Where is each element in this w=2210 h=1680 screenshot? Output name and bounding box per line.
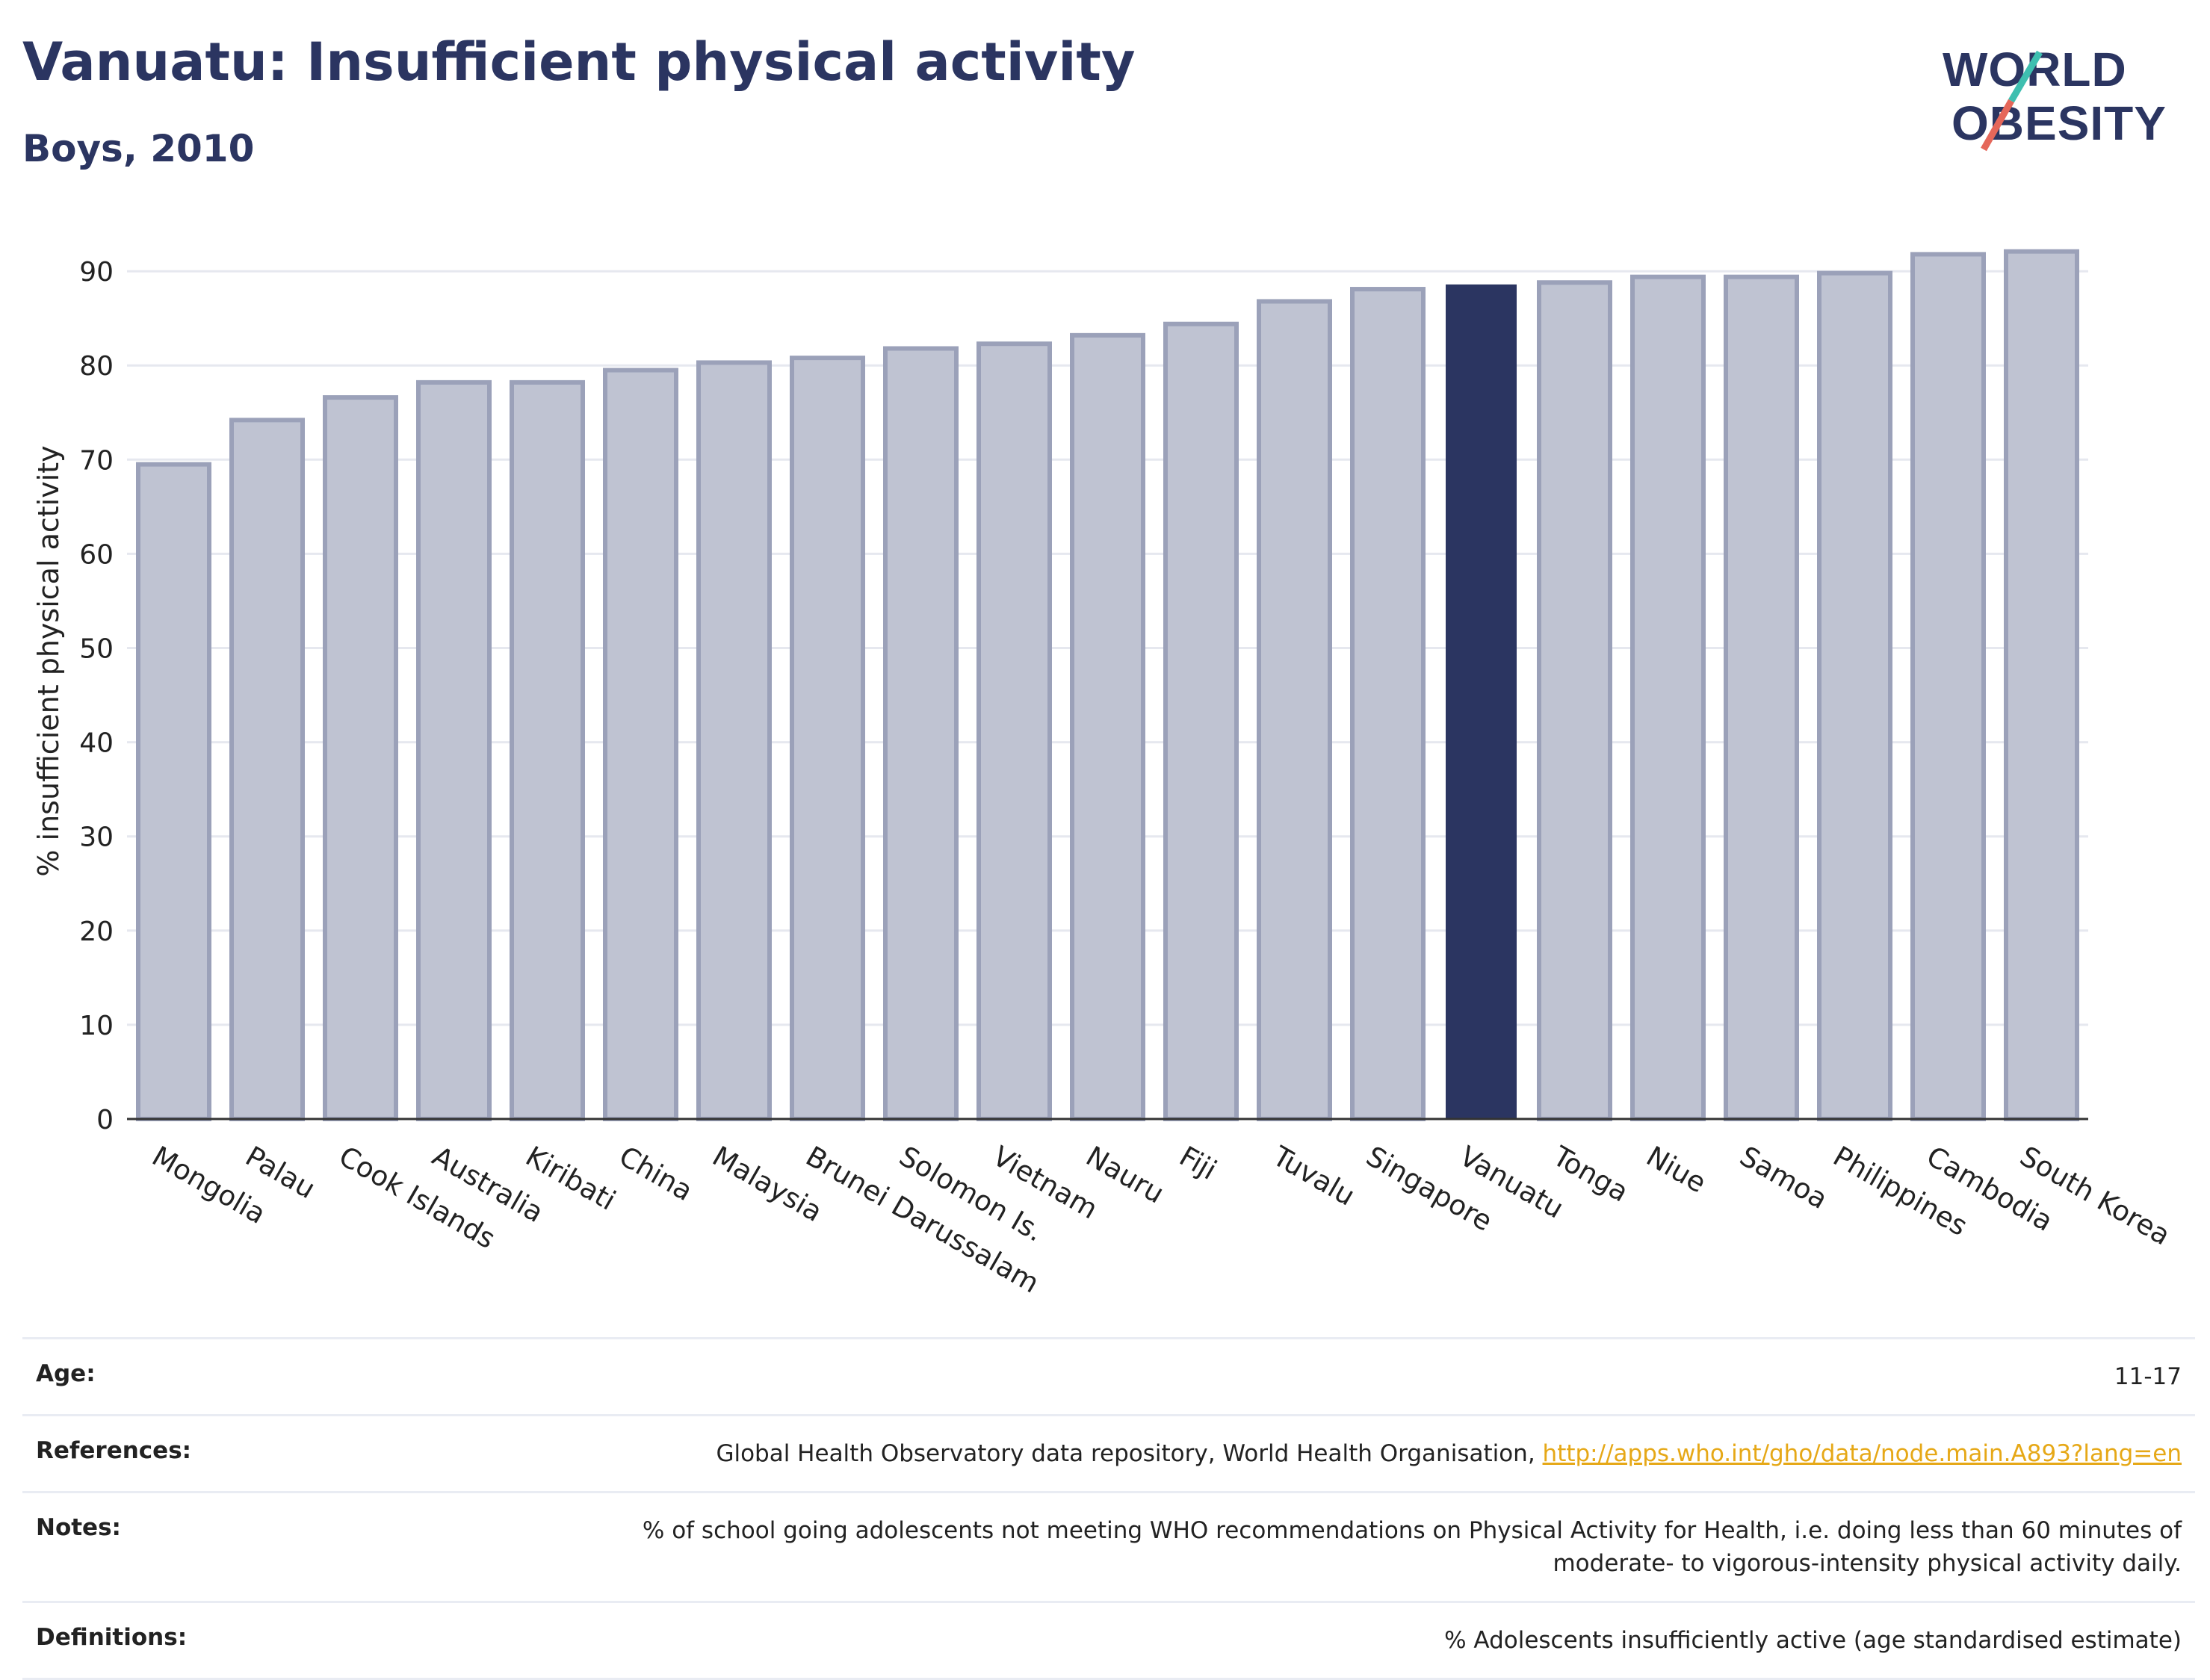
notes-line-1: % of school going adolescents not meetin… — [642, 1517, 2182, 1544]
bar-fiji — [1163, 321, 1239, 1122]
x-tick-label: Niue — [1641, 1140, 1711, 1199]
y-axis-label: % insufficient physical activity — [32, 445, 65, 876]
x-tick-label: Tuvalu — [1267, 1140, 1361, 1212]
bar-nauru — [1070, 332, 1145, 1121]
age-label: Age: — [22, 1337, 273, 1416]
x-tick-label: China — [613, 1140, 698, 1207]
y-tick-label: 70 — [79, 445, 114, 476]
age-value: 11-17 — [273, 1337, 2195, 1416]
bar-vietnam — [976, 341, 1052, 1121]
y-tick-label: 80 — [79, 351, 114, 382]
notes-line-2: moderate- to vigorous-intensity physical… — [1553, 1550, 2182, 1577]
chart-subtitle: Boys, 2010 — [22, 127, 255, 170]
y-tick-label: 50 — [79, 634, 114, 665]
svg-text:WORLD: WORLD — [1943, 43, 2127, 96]
meta-row-references: References: Global Health Observatory da… — [22, 1414, 2195, 1493]
bar-cook-islands — [323, 395, 398, 1121]
world-obesity-logo: WORLD OBESITY — [1943, 43, 2166, 152]
references-text: Global Health Observatory data repositor… — [716, 1440, 1543, 1467]
definitions-value: % Adolescents insufficiently active (age… — [273, 1601, 2195, 1680]
y-tick-label: 20 — [79, 917, 114, 947]
bar-cambodia — [1910, 252, 1986, 1122]
meta-row-age: Age: 11-17 — [22, 1337, 2195, 1416]
bar-samoa — [1724, 274, 1799, 1121]
y-tick-label: 10 — [79, 1011, 114, 1041]
meta-row-definitions: Definitions: % Adolescents insufficientl… — [22, 1601, 2195, 1680]
bar-australia — [416, 379, 492, 1121]
x-tick-label: Samoa — [1734, 1140, 1833, 1215]
bar-tonga — [1537, 280, 1612, 1121]
bar-mongolia — [136, 462, 211, 1121]
bar-brunei-darussalam — [790, 356, 865, 1121]
x-tick-label: Cook Islands — [333, 1140, 501, 1255]
y-tick-label: 0 — [96, 1105, 114, 1135]
bar-philippines — [1817, 270, 1892, 1122]
bar-palau — [229, 418, 305, 1121]
bar-tuvalu — [1257, 299, 1332, 1121]
bar-singapore — [1350, 287, 1426, 1122]
references-link[interactable]: http://apps.who.int/gho/data/node.main.A… — [1542, 1440, 2182, 1467]
bar-china — [603, 368, 678, 1121]
references-label: References: — [22, 1414, 273, 1493]
chart-title: Vanuatu: Insufficient physical activity — [22, 31, 1136, 93]
bar-kiribati — [510, 379, 585, 1121]
bar-south-korea — [2004, 249, 2079, 1121]
meta-row-notes: Notes: % of school going adolescents not… — [22, 1491, 2195, 1603]
notes-label: Notes: — [22, 1491, 273, 1603]
metadata-table: Age: 11-17 References: Global Health Obs… — [22, 1337, 2195, 1680]
bar-solomon-is- — [883, 346, 959, 1122]
bar-vanuatu — [1446, 284, 1517, 1119]
bars — [136, 249, 2079, 1122]
x-tick-label: Fiji — [1174, 1140, 1222, 1186]
bar-malaysia — [696, 360, 772, 1121]
definitions-label: Definitions: — [22, 1601, 273, 1680]
y-tick-label: 40 — [79, 728, 114, 759]
y-tick-label: 30 — [79, 822, 114, 853]
y-tick-label: 90 — [79, 257, 114, 288]
y-tick-label: 60 — [79, 539, 114, 570]
bar-niue — [1630, 274, 1706, 1121]
